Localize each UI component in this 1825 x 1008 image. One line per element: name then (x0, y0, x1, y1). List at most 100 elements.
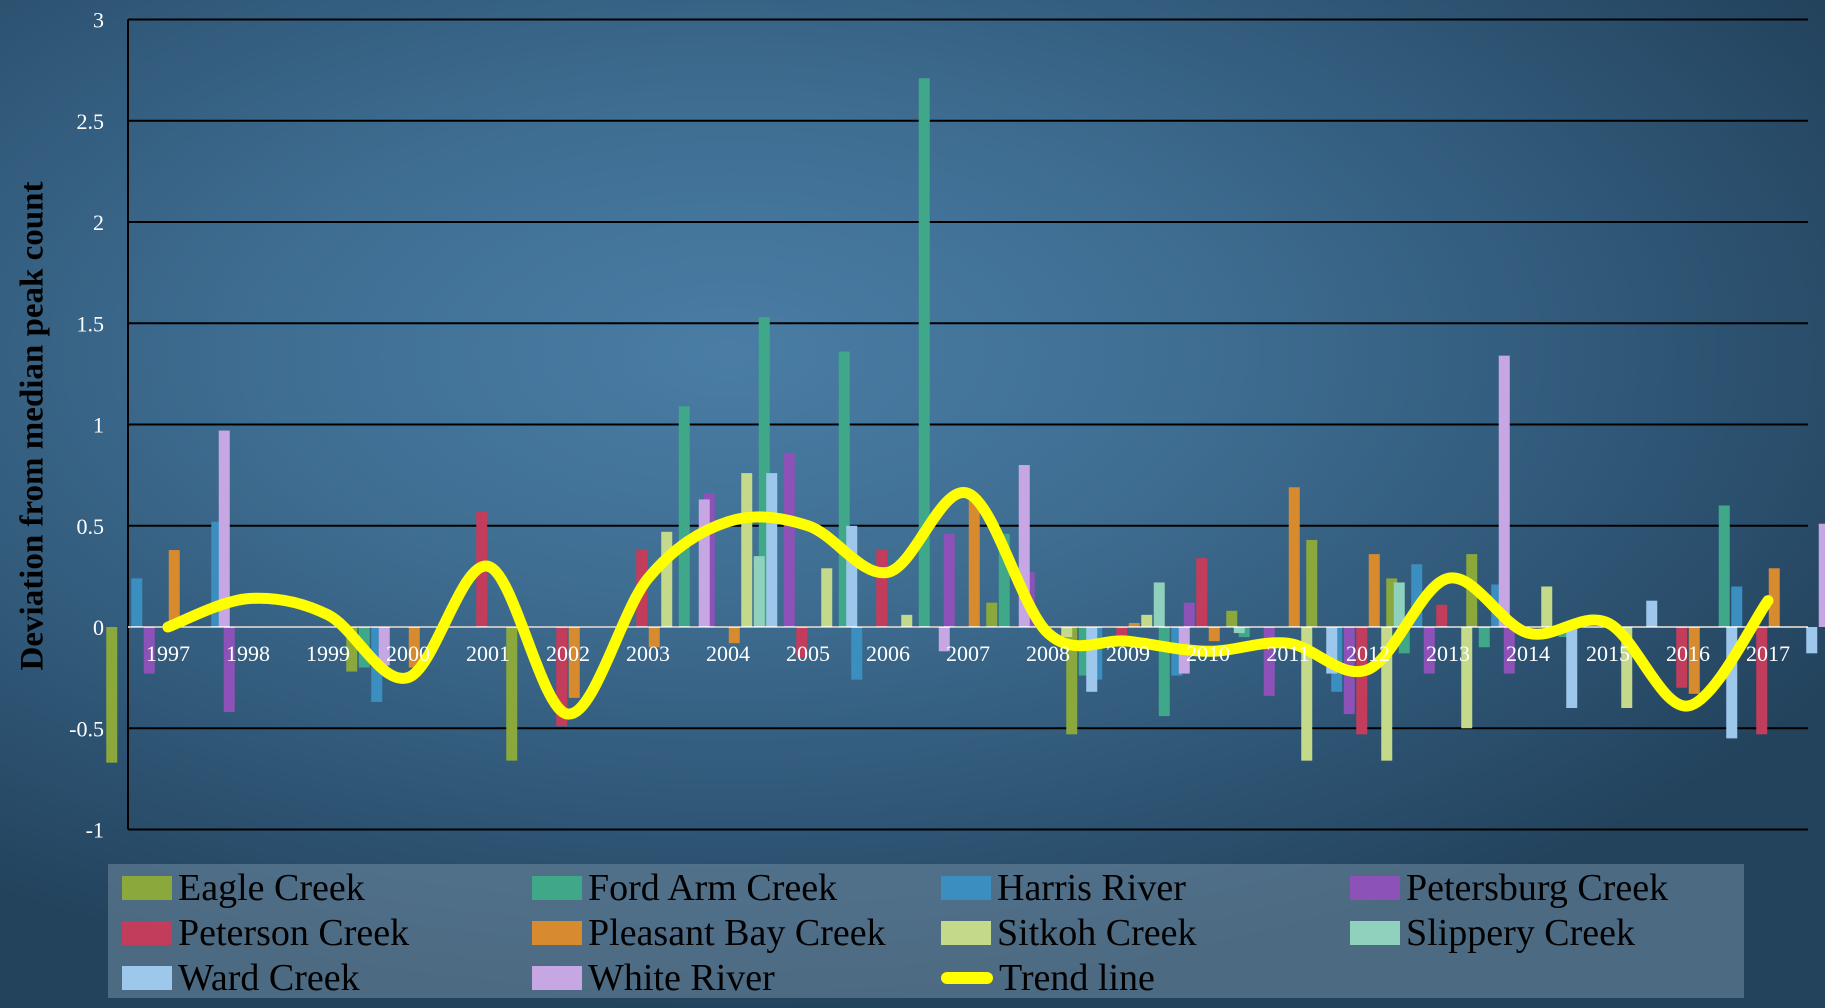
bar (1621, 627, 1633, 708)
bar (1461, 627, 1473, 729)
bar (1061, 627, 1073, 638)
legend-item: Trend line (941, 956, 1155, 1000)
legend-label: Pleasant Bay Creek (588, 912, 886, 954)
y-tick-label: 2 (93, 210, 104, 235)
x-tick-label: 1998 (226, 641, 270, 666)
x-tick-label: 2010 (1186, 641, 1230, 666)
bar (1078, 627, 1090, 676)
bar (1368, 554, 1380, 627)
x-tick-label: 2005 (786, 641, 830, 666)
x-tick-label: 2004 (706, 641, 750, 666)
bar (1158, 627, 1170, 717)
y-tick-label: 0.5 (77, 514, 105, 539)
x-tick-label: 1999 (306, 641, 350, 666)
bar (168, 550, 180, 627)
legend-item: Peterson Creek (122, 911, 409, 955)
legend-item: Eagle Creek (122, 866, 365, 910)
bar (918, 78, 930, 628)
x-tick-label: 2009 (1106, 641, 1150, 666)
bar (1676, 627, 1688, 688)
sitkoh-creek-swatch (941, 921, 991, 945)
bar (661, 531, 673, 627)
legend-label: Eagle Creek (178, 867, 365, 909)
bar (1731, 586, 1743, 627)
slippery-creek-swatch (1350, 921, 1400, 945)
bar (648, 627, 660, 648)
bar (728, 627, 740, 644)
bar (1386, 578, 1398, 627)
bar (1688, 627, 1700, 694)
legend-label: Harris River (997, 867, 1186, 909)
y-tick-labels: 3 2.5 2 1.5 1 0.5 0 -0.5 -1 (69, 8, 104, 843)
bar (1768, 568, 1780, 627)
legend-label: Ward Creek (178, 957, 360, 999)
bar (986, 602, 998, 627)
bar (1128, 622, 1140, 627)
x-tick-label: 2001 (466, 641, 510, 666)
bar (796, 627, 808, 658)
y-tick-label: 2.5 (77, 109, 105, 134)
bar (846, 525, 858, 627)
harris-river-swatch (941, 876, 991, 900)
bar (938, 627, 950, 652)
bar (1141, 614, 1153, 627)
bar (783, 452, 795, 627)
legend-item: Ford Arm Creek (532, 866, 837, 910)
legend-label: Sitkoh Creek (997, 912, 1197, 954)
bar (1086, 627, 1098, 692)
bar (1233, 627, 1245, 634)
legend-item: Pleasant Bay Creek (532, 911, 886, 955)
bar (106, 627, 118, 763)
bar (943, 533, 955, 627)
bar (131, 578, 143, 627)
x-tick-label: 2000 (386, 641, 430, 666)
legend-label: Petersburg Creek (1406, 867, 1669, 909)
bar (1398, 627, 1410, 654)
legend-label: Slippery Creek (1406, 912, 1636, 954)
legend-label: Peterson Creek (178, 912, 410, 954)
bar (678, 406, 690, 627)
bar (143, 627, 155, 674)
bar (556, 627, 568, 727)
trend-line-layer (162, 487, 1774, 720)
bar (568, 627, 580, 698)
legend-item: Harris River (941, 866, 1186, 910)
bar (1756, 627, 1768, 735)
bar (1263, 627, 1275, 696)
legend-label: White River (588, 957, 775, 999)
bar (1393, 582, 1405, 627)
y-tick-label: 3 (93, 8, 104, 33)
bar (218, 430, 230, 627)
bar (821, 568, 833, 627)
x-tick-label: 2008 (1026, 641, 1070, 666)
bar (1306, 539, 1318, 627)
bar (1226, 610, 1238, 627)
y-tick-label: 1.5 (77, 311, 105, 336)
bar (741, 473, 753, 627)
y-tick-label: -1 (86, 818, 104, 843)
y-tick-label: 0 (93, 615, 104, 640)
x-tick-label: 2017 (1746, 641, 1790, 666)
bar (1503, 627, 1515, 674)
bar (223, 627, 235, 713)
legend: Eagle Creek Ford Arm Creek Harris River Pet… (108, 864, 1744, 1000)
bar (1498, 355, 1510, 627)
gridlines (128, 18, 1808, 831)
bar (901, 614, 913, 627)
bar (1288, 487, 1300, 627)
legend-item: Petersburg Creek (1350, 866, 1668, 910)
bar (378, 627, 390, 666)
legend-item: White River (532, 956, 775, 1000)
bars (106, 78, 1825, 763)
ward-creek-swatch (122, 966, 172, 990)
x-tick-label: 1997 (146, 641, 190, 666)
white-river-swatch (532, 966, 582, 990)
bar (1566, 627, 1578, 708)
x-tick-label: 2016 (1666, 641, 1710, 666)
bar (1646, 600, 1658, 627)
bar (1018, 465, 1030, 627)
legend-label: Ford Arm Creek (588, 867, 838, 909)
bar (1153, 582, 1165, 627)
bar (346, 627, 358, 672)
bar (1718, 505, 1730, 627)
